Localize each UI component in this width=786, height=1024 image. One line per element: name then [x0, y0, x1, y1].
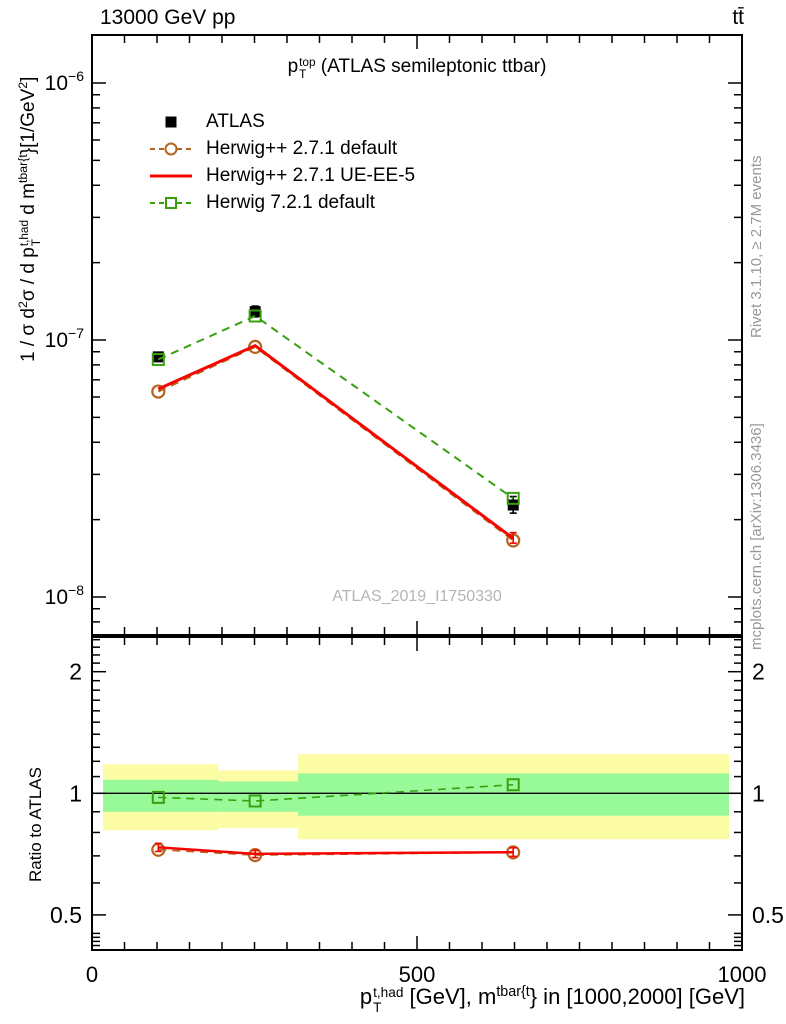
- main-series-herwig-2-7-1-ue-ee-5: [157, 343, 517, 544]
- legend: ATLAS Herwig++ 2.7.1 default Herwig++ 2.7.…: [148, 108, 415, 216]
- y-axis-label: 1 / σ d2σ / d p t,had T d mtbar{t}[1/GeV2]: [16, 76, 44, 362]
- main-series-atlas: [152, 305, 519, 514]
- collision-energy-label: 13000 GeV pp: [100, 6, 236, 29]
- mcplots-watermark: mcplots.cern.ch [arXiv:1306.3436]: [748, 423, 765, 650]
- x-tick-label: 1000: [718, 962, 767, 987]
- legend-marker-none: [150, 174, 192, 177]
- main-y-tick-label: 10−8: [45, 582, 85, 609]
- legend-marker-open-square: [150, 196, 192, 209]
- x-tick-label: 0: [86, 962, 98, 987]
- axis-ticks: [91, 35, 743, 950]
- green-band: [103, 779, 219, 812]
- legend-label: Herwig++ 2.7.1 UE-EE-5: [206, 164, 416, 186]
- x-tick-label: 500: [399, 962, 436, 987]
- main-y-tick-label: 10−6: [45, 68, 85, 95]
- rivet-version-watermark: Rivet 3.1.10, ≥ 2.7M events: [748, 155, 765, 339]
- process-label: tt̄: [732, 6, 744, 29]
- main-y-tick-label: 10−7: [45, 325, 85, 352]
- legend-item-herwig-2-7-1-ue-ee-5: Herwig++ 2.7.1 UE-EE-5: [148, 162, 415, 189]
- legend-item-herwig-7-2-1-default: Herwig 7.2.1 default: [148, 189, 415, 216]
- ratio-series-herwig-2-7-1-ue-ee-5: [154, 842, 517, 859]
- ratio-series-herwig-7-2-1-default: [151, 778, 520, 808]
- ratio-y-tick-label-left: 0.5: [50, 902, 82, 928]
- plot-title: p top T (ATLAS semileptonic ttbar): [287, 56, 547, 82]
- ratio-y-tick-label-left: 1: [69, 780, 82, 806]
- ratio-y-tick-label-right: 0.5: [752, 902, 784, 928]
- legend-item-atlas: ATLAS: [148, 108, 415, 135]
- legend-item-herwig-2-7-1-default: Herwig++ 2.7.1 default: [148, 135, 415, 162]
- legend-marker-filled-square: [165, 116, 177, 127]
- legend-label: ATLAS: [206, 110, 265, 132]
- main-series-herwig-2-7-1-default: [151, 339, 521, 548]
- main-series-herwig-7-2-1-default: [151, 309, 520, 505]
- ratio-y-tick-label-left: 2: [69, 659, 82, 685]
- legend-label: Herwig++ 2.7.1 default: [206, 137, 398, 159]
- ratio-y-axis-label: Ratio to ATLAS: [26, 767, 45, 882]
- legend-label: Herwig 7.2.1 default: [206, 191, 375, 213]
- ratio-y-tick-label-right: 2: [752, 659, 765, 685]
- x-axis-label: p t,had T [GeV], mtbar{t} in [1000,2000] […: [359, 984, 745, 1015]
- analysis-id-watermark: ATLAS_2019_I1750330: [332, 588, 502, 605]
- legend-marker-open-circle: [150, 142, 192, 155]
- ratio-y-tick-label-right: 1: [752, 780, 765, 806]
- ratio-uncertainty-bands: [103, 754, 729, 840]
